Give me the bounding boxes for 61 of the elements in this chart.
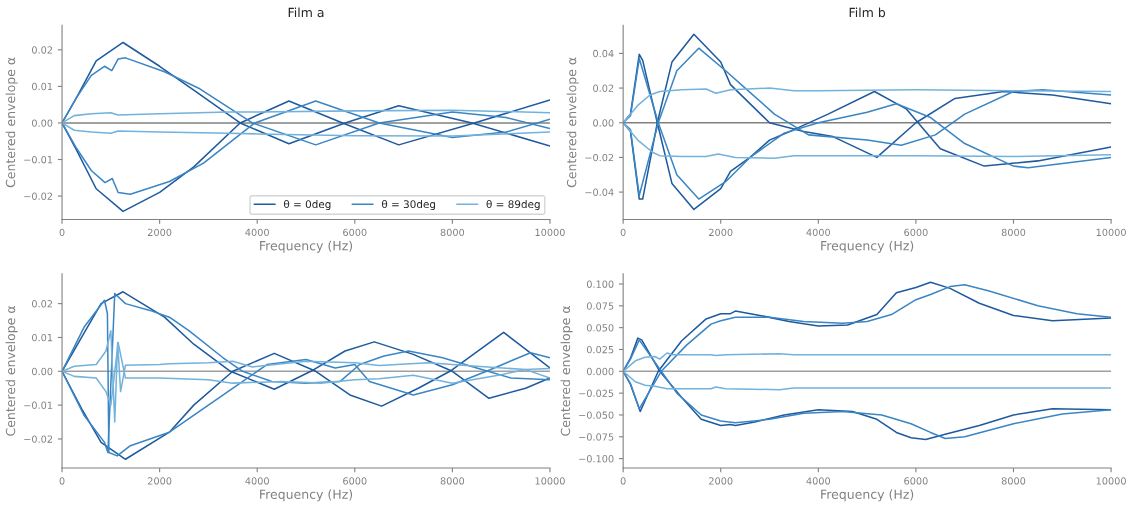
y-tick-label: −0.02 [585, 153, 614, 162]
x-tick-label: 4000 [806, 228, 831, 237]
legend-label: θ = 30deg [381, 199, 436, 211]
y-axis-title: Centered envelope α [560, 306, 573, 436]
x-tick-label: 2000 [709, 477, 733, 485]
y-axis-title: Centered envelope α [566, 57, 579, 188]
y-tick-label: 0.01 [32, 82, 53, 91]
x-tick-label: 8000 [1001, 228, 1026, 237]
y-tick-label: 0.02 [32, 300, 53, 308]
x-tick-label: 0 [620, 477, 626, 485]
chart-title: Film b [849, 7, 886, 18]
x-tick-label: 2000 [709, 228, 733, 237]
y-tick-label: 0.100 [586, 280, 614, 288]
x-tick-label: 8000 [1001, 477, 1026, 485]
y-tick-label: −0.02 [24, 435, 53, 443]
y-tick-label: 0.02 [593, 84, 614, 92]
x-axis-title: Frequency (Hz) [821, 240, 914, 253]
y-axis-title: Centered envelope α [5, 57, 18, 188]
x-tick-label: 6000 [343, 477, 367, 485]
x-axis-title: Frequency (Hz) [260, 489, 353, 502]
y-tick-label: −0.01 [24, 401, 53, 409]
y-tick-label: 0.00 [32, 119, 53, 127]
x-axis-title: Frequency (Hz) [260, 240, 353, 253]
x-tick-label: 10000 [1096, 228, 1126, 237]
x-tick-label: 0 [620, 228, 626, 237]
x-tick-label: 10000 [535, 228, 565, 237]
x-tick-label: 0 [59, 477, 65, 485]
x-tick-label: 4000 [245, 228, 269, 237]
x-tick-label: 6000 [904, 477, 928, 485]
legend-label: θ = 89deg [486, 199, 540, 211]
y-tick-label: 0.000 [586, 367, 614, 376]
x-tick-label: 2000 [147, 477, 172, 485]
y-tick-label: 0.01 [32, 333, 53, 342]
x-tick-label: 0 [59, 228, 65, 237]
y-tick-label: −0.075 [579, 433, 614, 441]
x-tick-label: 2000 [147, 228, 172, 237]
x-tick-label: 10000 [535, 477, 565, 485]
y-tick-label: 0.00 [593, 119, 614, 127]
y-tick-label: −0.04 [585, 188, 614, 196]
y-tick-label: 0.025 [586, 345, 614, 354]
x-tick-label: 6000 [343, 228, 367, 237]
x-tick-label: 6000 [904, 228, 928, 237]
x-tick-label: 4000 [245, 477, 269, 485]
y-tick-label: −0.02 [24, 192, 53, 200]
y-tick-label: 0.075 [586, 302, 614, 310]
x-tick-label: 10000 [1096, 477, 1126, 485]
x-axis-title: Frequency (Hz) [821, 489, 914, 502]
y-axis-title: Centered envelope α [5, 306, 18, 436]
y-tick-label: 0.02 [32, 46, 53, 54]
x-tick-label: 4000 [806, 477, 831, 485]
y-tick-label: −0.050 [579, 411, 614, 419]
y-tick-label: 0.00 [32, 367, 53, 376]
x-tick-label: 8000 [440, 228, 465, 237]
x-tick-label: 8000 [440, 477, 465, 485]
legend-label: θ = 0deg [283, 199, 331, 211]
y-tick-label: −0.100 [579, 455, 614, 463]
y-tick-label: 0.04 [593, 49, 614, 58]
chart-title: Film a [288, 7, 324, 18]
y-tick-label: 0.050 [586, 324, 614, 332]
y-tick-label: −0.01 [24, 155, 53, 164]
y-tick-label: −0.025 [579, 389, 614, 397]
